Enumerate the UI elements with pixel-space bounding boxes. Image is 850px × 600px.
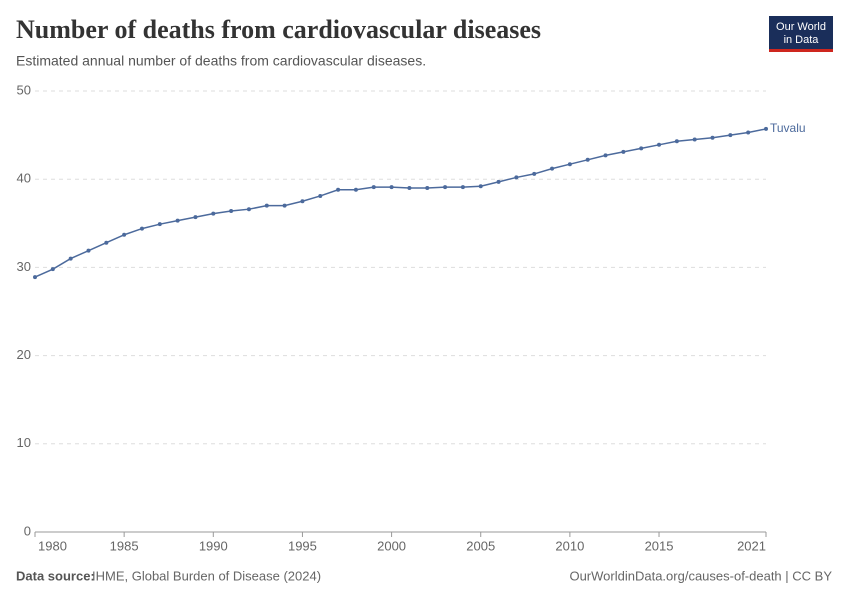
point	[389, 185, 394, 190]
point	[746, 130, 751, 135]
point	[175, 218, 180, 223]
y-tick-label: 40	[17, 171, 31, 186]
point	[371, 185, 376, 190]
x-tick-label: 2015	[645, 538, 674, 553]
y-tick-label: 0	[24, 523, 31, 538]
x-tick-label: 2010	[555, 538, 584, 553]
point	[425, 186, 430, 191]
point	[407, 186, 412, 191]
y-tick-label: 10	[17, 435, 31, 450]
point	[496, 179, 501, 184]
point	[157, 222, 162, 227]
point	[728, 133, 733, 138]
point	[104, 240, 109, 245]
y-tick-label: 50	[17, 82, 31, 97]
x-tick-label: 1990	[199, 538, 228, 553]
point	[50, 267, 55, 272]
chart-title: Number of deaths from cardiovascular dis…	[16, 15, 541, 44]
line	[34, 128, 767, 278]
legend-label: Tuvalu	[770, 121, 806, 135]
x-tick-label: 2000	[377, 538, 406, 553]
x-tick-label: 2005	[466, 538, 495, 553]
point	[68, 256, 73, 261]
y-tick-label: 30	[17, 259, 31, 274]
point	[514, 175, 519, 180]
x-tick-label: 1985	[110, 538, 139, 553]
x-tick-label: 1980	[38, 538, 67, 553]
point	[710, 135, 715, 140]
point	[532, 171, 537, 176]
point	[603, 153, 608, 158]
point	[674, 139, 679, 144]
point	[318, 193, 323, 198]
point	[353, 187, 358, 192]
logo-text: Our World	[776, 21, 826, 33]
source: IHME, Global Burden of Disease (2024)	[92, 568, 321, 583]
point	[193, 215, 198, 220]
point	[264, 203, 269, 208]
point	[639, 146, 644, 151]
point	[478, 184, 483, 189]
point	[336, 187, 341, 192]
point	[300, 199, 305, 204]
point	[692, 137, 697, 142]
x-tick-label: 1995	[288, 538, 317, 553]
point	[282, 203, 287, 208]
point	[211, 211, 216, 216]
point	[764, 126, 768, 131]
subtitle: Estimated annual number of deaths from c…	[16, 53, 426, 69]
point	[246, 207, 251, 212]
point	[585, 157, 590, 162]
point	[621, 149, 626, 154]
source-url[interactable]: OurWorldinData.org/causes-of-death | CC …	[569, 568, 832, 583]
logo[interactable]	[769, 16, 833, 52]
source-label: Data source:	[16, 568, 95, 583]
point	[567, 162, 572, 167]
point	[86, 248, 91, 253]
point	[657, 142, 662, 147]
point	[122, 232, 127, 237]
point	[550, 166, 555, 171]
point	[443, 185, 448, 190]
point	[139, 226, 144, 231]
y-tick-label: 20	[17, 347, 31, 362]
point	[460, 185, 465, 190]
x-tick-label: 2021	[737, 538, 766, 553]
point	[229, 208, 234, 213]
logo-bar	[769, 49, 833, 52]
logo-text: in Data	[784, 34, 820, 46]
point	[33, 275, 37, 280]
